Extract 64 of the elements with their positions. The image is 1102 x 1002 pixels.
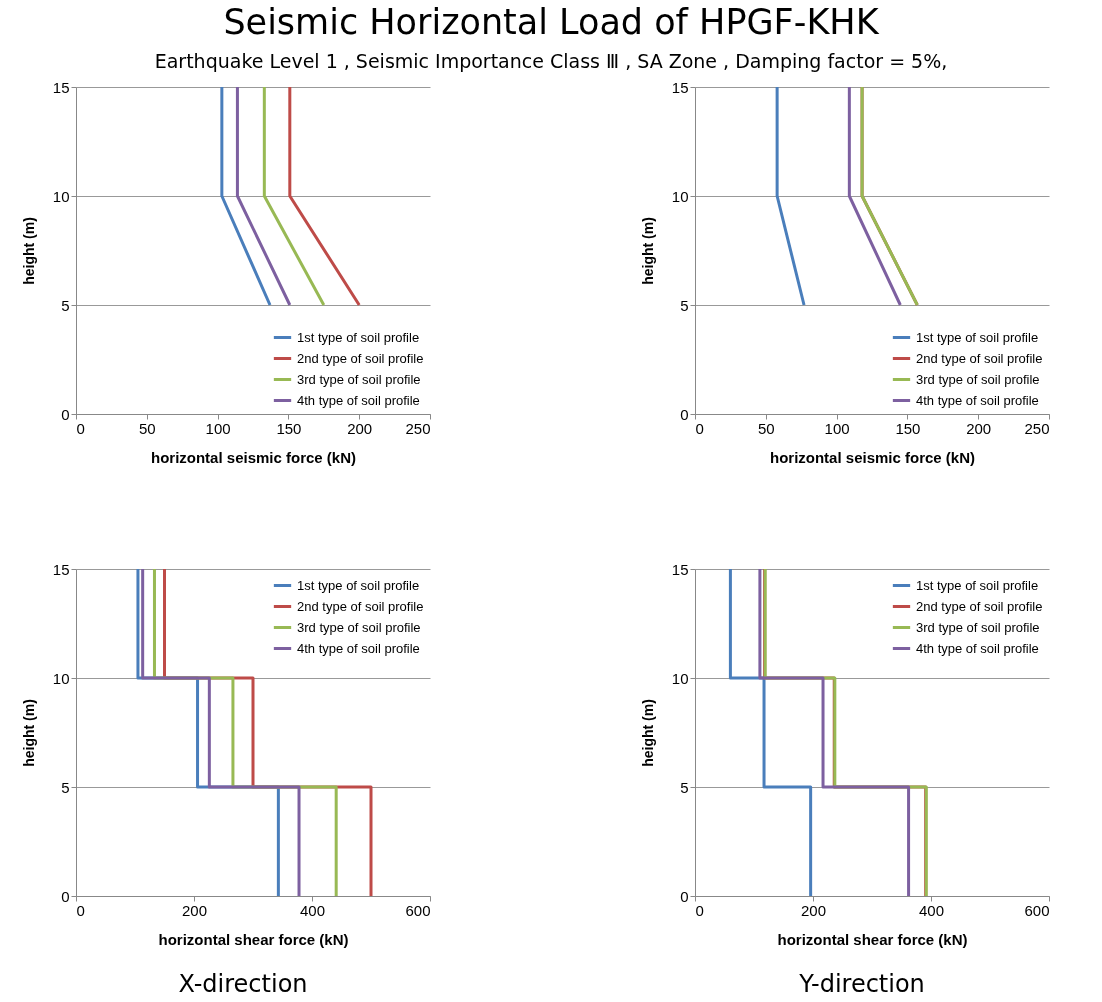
legend-label: 4th type of soil profile xyxy=(916,640,1039,656)
legend-label: 4th type of soil profile xyxy=(297,640,420,656)
x-tick-label: 250 xyxy=(405,419,431,437)
y-axis-title: height (m) xyxy=(639,699,656,767)
legend-label: 2nd type of soil profile xyxy=(297,598,424,614)
legend-label: 4th type of soil profile xyxy=(297,392,420,408)
x-tick-label: 50 xyxy=(757,419,775,437)
y-axis-title: height (m) xyxy=(639,217,656,285)
x-tick-label: 600 xyxy=(405,901,431,919)
text: Seismic Horizontal Load of HPGF-KHK xyxy=(222,2,880,42)
x-tick-label: 200 xyxy=(966,419,992,437)
x-tick-label: 250 xyxy=(1024,419,1050,437)
text: Y-direction xyxy=(799,970,925,998)
text: Earthquake Level 1 , Seismic Importance Class Ⅲ , SA Zone , Damping factor = 5%, xyxy=(153,50,949,72)
legend-label: 1st type of soil profile xyxy=(916,577,1039,593)
y-tick-label: 15 xyxy=(671,78,689,96)
y-tick-label: 15 xyxy=(671,560,689,578)
y-tick-label: 10 xyxy=(52,187,70,205)
y-tick-label: 0 xyxy=(61,887,70,905)
y-tick-label: 0 xyxy=(61,405,70,423)
legend-label: 1st type of soil profile xyxy=(916,329,1039,345)
x-tick-label: 200 xyxy=(800,901,827,919)
text: X-direction xyxy=(178,970,308,998)
legend-label: 3rd type of soil profile xyxy=(297,371,421,387)
x-tick-label: 0 xyxy=(76,901,85,919)
x-tick-label: 200 xyxy=(347,419,373,437)
x-axis-title: horizontal seismic force (kN) xyxy=(150,448,357,466)
y-tick-label: 0 xyxy=(680,405,689,423)
x-tick-label: 150 xyxy=(276,419,302,437)
legend-label: 3rd type of soil profile xyxy=(916,371,1040,387)
x-axis-title: horizontal seismic force (kN) xyxy=(769,448,976,466)
x-tick-label: 50 xyxy=(138,419,156,437)
x-axis-title: horizontal shear force (kN) xyxy=(777,930,968,948)
x-tick-label: 150 xyxy=(895,419,921,437)
legend-label: 2nd type of soil profile xyxy=(297,350,424,366)
y-axis-title: height (m) xyxy=(20,217,37,285)
x-tick-label: 0 xyxy=(695,901,704,919)
legend-label: 1st type of soil profile xyxy=(297,577,420,593)
legend-label: 3rd type of soil profile xyxy=(297,619,421,635)
x-tick-label: 100 xyxy=(205,419,231,437)
legend-label: 4th type of soil profile xyxy=(916,392,1039,408)
y-tick-label: 5 xyxy=(61,296,70,314)
y-tick-label: 15 xyxy=(52,560,70,578)
legend-label: 3rd type of soil profile xyxy=(916,619,1040,635)
x-tick-label: 600 xyxy=(1024,901,1050,919)
x-tick-label: 400 xyxy=(299,901,326,919)
y-tick-label: 15 xyxy=(52,78,70,96)
y-axis-title: height (m) xyxy=(20,699,37,767)
y-tick-label: 0 xyxy=(680,887,689,905)
y-tick-label: 5 xyxy=(680,296,689,314)
x-tick-label: 0 xyxy=(695,419,704,437)
x-axis-title: horizontal shear force (kN) xyxy=(158,930,349,948)
legend-label: 2nd type of soil profile xyxy=(916,598,1043,614)
y-tick-label: 10 xyxy=(671,669,689,687)
y-tick-label: 10 xyxy=(671,187,689,205)
x-tick-label: 100 xyxy=(824,419,850,437)
y-tick-label: 5 xyxy=(680,778,689,796)
x-tick-label: 200 xyxy=(181,901,208,919)
legend-label: 1st type of soil profile xyxy=(297,329,420,345)
y-tick-label: 10 xyxy=(52,669,70,687)
legend-label: 2nd type of soil profile xyxy=(916,350,1043,366)
y-tick-label: 5 xyxy=(61,778,70,796)
x-tick-label: 400 xyxy=(918,901,945,919)
x-tick-label: 0 xyxy=(76,419,85,437)
